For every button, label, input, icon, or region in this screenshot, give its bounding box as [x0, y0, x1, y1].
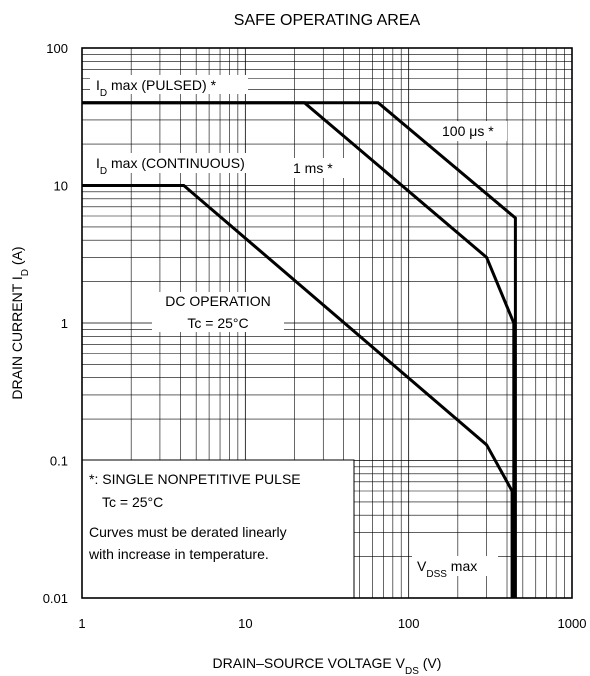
annotation-vdss-max: VDSS max: [412, 556, 498, 580]
x-axis-label: DRAIN–SOURCE VOLTAGE VDS (V): [213, 655, 442, 676]
y-axis-label: DRAIN CURRENT ID (A): [9, 246, 31, 399]
x-tick-label: 1000: [558, 616, 587, 631]
svg-text:*: SINGLE NONPETITIVE PULSE: *: SINGLE NONPETITIVE PULSE: [89, 471, 301, 487]
annotation-id-max-continuous: ID max (CONTINUOUS): [90, 153, 276, 177]
svg-text:VDSS max: VDSS max: [417, 558, 477, 580]
svg-text:ID max (PULSED) *: ID max (PULSED) *: [96, 77, 217, 99]
curves: [82, 101, 517, 598]
curve-dc: [82, 184, 514, 598]
y-tick-label: 1: [61, 316, 68, 331]
x-tick-label: 10: [238, 616, 252, 631]
y-tick-label: 10: [54, 179, 68, 194]
x-tick-labels: 1 10 100 1000: [78, 616, 586, 631]
annotation-100us: 100 μs *: [437, 121, 507, 141]
curve-pulse-1ms: [82, 101, 516, 598]
svg-text:Tc = 25°C: Tc = 25°C: [102, 494, 163, 510]
annotation-id-max-pulsed: ID max (PULSED) *: [90, 75, 248, 99]
svg-text:with increase in temperature.: with increase in temperature.: [88, 546, 269, 562]
svg-text:100 μs *: 100 μs *: [442, 123, 494, 139]
x-tick-label: 100: [398, 616, 420, 631]
y-tick-label: 100: [46, 41, 68, 56]
chart-title: SAFE OPERATING AREA: [234, 12, 421, 29]
svg-text:1 ms *: 1 ms *: [293, 160, 333, 176]
y-tick-labels: 100 10 1 0.1 0.01: [43, 41, 68, 606]
svg-text:ID max (CONTINUOUS): ID max (CONTINUOUS): [96, 155, 245, 177]
y-tick-label: 0.1: [50, 454, 68, 469]
annotation-1ms: 1 ms *: [288, 158, 346, 178]
annotation-dc-operation: DC OPERATION Tc = 25°C: [152, 292, 284, 332]
svg-text:DC OPERATION: DC OPERATION: [165, 293, 271, 309]
svg-text:Tc = 25°C: Tc = 25°C: [187, 315, 248, 331]
plot-frame: [81, 47, 573, 599]
x-tick-label: 1: [78, 616, 85, 631]
svg-text:Curves must be derated linearl: Curves must be derated linearly: [89, 524, 287, 540]
y-tick-label: 0.01: [43, 591, 68, 606]
note-box: *: SINGLE NONPETITIVE PULSE Tc = 25°C Cu…: [81, 459, 355, 599]
